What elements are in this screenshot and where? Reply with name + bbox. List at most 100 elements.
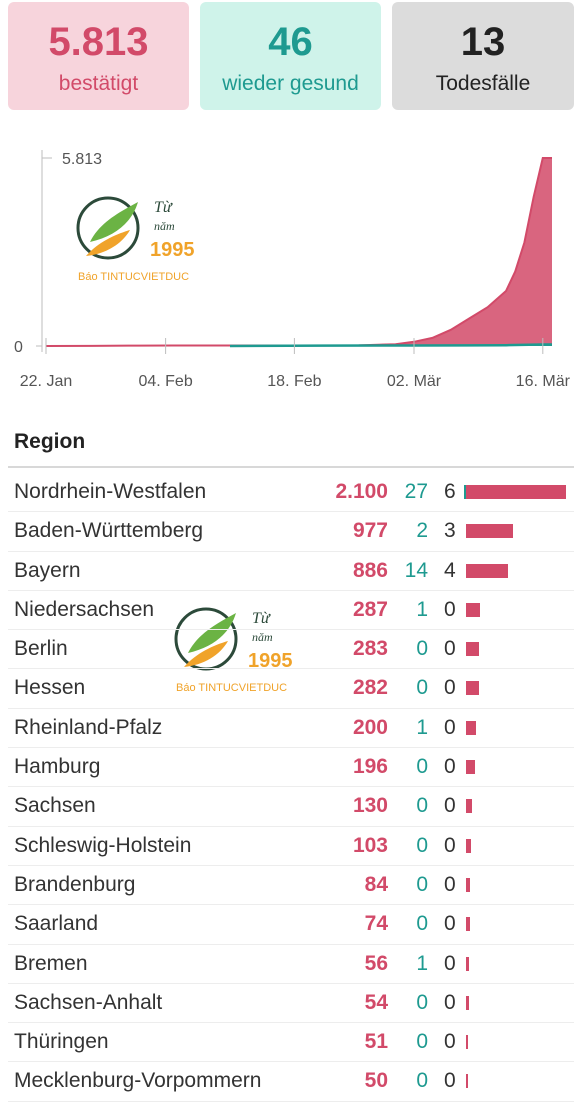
- watermark-brand: Báo TINTUCVIETDUC: [78, 271, 189, 283]
- watermark-line2: năm: [154, 219, 175, 233]
- stats-summary: 5.813 bestätigt 46 wieder gesund 13 Tode…: [8, 2, 574, 110]
- confirmed-value: 56: [364, 951, 388, 975]
- x-tick-label: 04. Feb: [138, 373, 192, 390]
- recovered-bar: [464, 485, 466, 499]
- table-row: Bremen 56 1 0: [8, 945, 574, 984]
- leaf-icon: [90, 202, 138, 242]
- table-row: Saarland 74 0 0: [8, 905, 574, 945]
- deaths-value: 0: [444, 597, 456, 621]
- region-name: Baden-Württemberg: [14, 519, 204, 543]
- confirmed-bar: [466, 524, 513, 539]
- confirmed-bar: [466, 602, 480, 617]
- confirmed-value: 283: [352, 637, 388, 661]
- watermark-logo: Từ năm 1995 Báo TINTUCVIETDUC: [76, 196, 195, 283]
- confirmed-card: 5.813 bestätigt: [8, 2, 189, 110]
- region-name: Niedersachsen: [14, 597, 155, 621]
- confirmed-value: 103: [352, 833, 388, 857]
- region-name: Mecklenburg-Vorpommern: [14, 1069, 262, 1093]
- recovered-value: 2: [416, 519, 428, 543]
- region-name: Sachsen-Anhalt: [14, 990, 163, 1014]
- deaths-value: 0: [444, 872, 456, 896]
- table-row: Hamburg 196 0 0: [8, 748, 574, 788]
- recovered-value: 0: [416, 637, 428, 661]
- table-row: Thüringen 51 0 0: [8, 1023, 574, 1063]
- region-column-header: Region: [14, 430, 86, 453]
- watermark-line2: năm: [252, 630, 273, 644]
- table-row: Baden-Württemberg 977 2 3: [8, 512, 574, 552]
- deaths-value: 0: [444, 951, 456, 975]
- region-name: Brandenburg: [14, 872, 136, 896]
- recovered-value: 0: [416, 990, 428, 1014]
- region-name: Nordrhein-Westfalen: [14, 480, 207, 503]
- region-name: Saarland: [14, 912, 99, 936]
- confirmed-value: 74: [364, 912, 388, 936]
- table-row: Schleswig-Holstein 103 0 0: [8, 827, 574, 866]
- x-tick-label: 22. Jan: [20, 373, 72, 390]
- series-area-0: [46, 158, 552, 346]
- x-tick-label: 18. Feb: [267, 373, 321, 390]
- region-name: Berlin: [14, 637, 68, 661]
- table-row: Bayern 886 14 4: [8, 552, 574, 591]
- recovered-value: 0: [416, 676, 428, 700]
- recovered-value: 0: [416, 794, 428, 818]
- region-name: Hamburg: [14, 755, 101, 779]
- header-divider: [8, 466, 574, 468]
- x-tick-label: 16. Mär: [516, 373, 571, 390]
- series-line-1: [229, 343, 552, 348]
- confirmed-value: 50: [364, 1069, 388, 1093]
- table-row: Mecklenburg-Vorpommern 50 0 0: [8, 1062, 574, 1102]
- confirmed-value: 130: [352, 794, 388, 818]
- recovered-value: 1: [416, 951, 428, 975]
- leaf-icon-orange: [86, 230, 130, 256]
- table-row: Rheinland-Pfalz 200 1 0: [8, 709, 574, 749]
- deaths-value: 0: [444, 715, 456, 739]
- confirmed-bar: [466, 720, 476, 735]
- region-name: Thüringen: [14, 1030, 109, 1054]
- confirmed-bar: [466, 799, 473, 814]
- deaths-value: 0: [444, 833, 456, 857]
- recovered-value: 1: [416, 597, 428, 621]
- region-name: Schleswig-Holstein: [14, 833, 192, 857]
- region-name: Hessen: [14, 676, 86, 700]
- deaths-count: 13: [460, 20, 506, 64]
- table-row: Brandenburg 84 0 0: [8, 866, 574, 906]
- recovered-count: 46: [268, 20, 313, 64]
- confirmed-bar: [466, 563, 509, 578]
- region-name: Bayern: [14, 558, 81, 582]
- recovered-value: 0: [416, 912, 428, 936]
- recovered-label: wieder gesund: [222, 72, 359, 95]
- recovered-card: 46 wieder gesund: [200, 2, 381, 110]
- recovered-value: 0: [416, 872, 428, 896]
- region-name: Rheinland-Pfalz: [14, 715, 163, 739]
- confirmed-count: 5.813: [48, 20, 149, 64]
- confirmed-bar: [466, 995, 469, 1010]
- recovered-value: 0: [416, 755, 428, 779]
- recovered-value: 0: [416, 833, 428, 857]
- recovered-value: 14: [404, 558, 428, 582]
- y-min-label: 0: [14, 339, 23, 356]
- deaths-value: 0: [444, 676, 456, 700]
- deaths-value: 0: [444, 1069, 456, 1093]
- confirmed-bar: [466, 956, 469, 971]
- confirmed-bar: [466, 642, 480, 657]
- confirmed-bar: [466, 485, 566, 499]
- x-axis-ticks: 22. Jan 04. Feb 18. Feb 02. Mär 16. Mär: [20, 338, 571, 390]
- recovered-value: 27: [404, 480, 428, 503]
- deaths-value: 0: [444, 1030, 456, 1054]
- leaf-icon-orange: [184, 641, 228, 667]
- leaf-icon: [188, 613, 236, 653]
- confirmed-bar: [466, 760, 476, 775]
- confirmed-bar: [466, 917, 470, 932]
- table-row: Sachsen 130 0 0: [8, 787, 574, 827]
- confirmed-label: bestätigt: [58, 72, 139, 95]
- table-row: Berlin 283 0 0: [8, 630, 574, 670]
- deaths-value: 0: [444, 990, 456, 1014]
- confirmed-bar: [466, 877, 470, 892]
- watermark-line1: Từ: [252, 610, 271, 627]
- cases-area-chart: 5.813 0 22. Jan 04. Feb 18. Feb 02. Mär 16. …: [14, 150, 571, 390]
- table-row: Hessen 282 0 0: [8, 669, 574, 709]
- deaths-value: 3: [444, 519, 456, 543]
- watermark-year: 1995: [150, 239, 195, 261]
- confirmed-bar: [466, 838, 471, 853]
- chart-axes: 5.813 0: [14, 150, 102, 356]
